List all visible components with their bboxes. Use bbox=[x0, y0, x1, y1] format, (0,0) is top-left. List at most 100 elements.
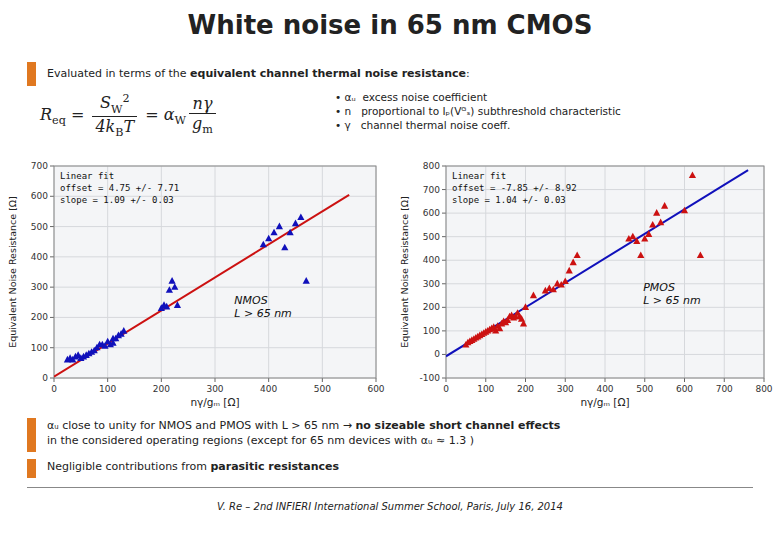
text: in the considered operating regions (exc… bbox=[47, 434, 474, 447]
tick-label: 100 bbox=[31, 343, 48, 353]
formula: Req = SW24kBT = αWnγgm bbox=[40, 92, 219, 139]
annotation: NMOSL > 65 nm bbox=[234, 294, 292, 320]
text: αᵤ close to unity for NMOS and PMOS with… bbox=[47, 419, 355, 432]
tick-mark bbox=[644, 378, 645, 382]
data-point bbox=[649, 221, 656, 228]
x-axis-label: nγ/gₘ [Ω] bbox=[580, 396, 629, 408]
grid-line bbox=[684, 166, 685, 378]
tick-label: 100 bbox=[423, 326, 440, 336]
grid-line bbox=[446, 260, 764, 261]
tick-mark bbox=[442, 189, 446, 190]
data-point bbox=[281, 244, 288, 251]
tick-mark bbox=[442, 236, 446, 237]
grid-line bbox=[54, 317, 376, 318]
grid-line bbox=[446, 283, 764, 284]
data-point bbox=[629, 233, 636, 240]
tick-label: 600 bbox=[423, 208, 440, 218]
grid-line bbox=[605, 166, 606, 378]
data-point bbox=[689, 171, 696, 178]
grid-line bbox=[724, 166, 725, 378]
data-point bbox=[574, 252, 581, 259]
tick-label: 700 bbox=[31, 161, 48, 171]
tick-mark bbox=[442, 354, 446, 355]
formula-text: 4k bbox=[95, 117, 115, 136]
data-point bbox=[303, 277, 310, 284]
tick-label: 200 bbox=[517, 384, 534, 394]
plot-background bbox=[54, 166, 376, 378]
fit-summary-line: offset = 4.75 +/- 7.71 bbox=[60, 183, 179, 193]
grid-line bbox=[215, 166, 216, 378]
tick-mark bbox=[684, 378, 685, 382]
plot-frame bbox=[54, 166, 376, 378]
superscript: 2 bbox=[122, 92, 129, 105]
axes: 0100200300400500600010020030040050060070… bbox=[31, 161, 385, 394]
data-point bbox=[270, 229, 277, 236]
text: Negligible contributions from bbox=[47, 460, 210, 473]
chart: 0100200300400500600010020030040050060070… bbox=[4, 160, 388, 412]
tick-label: 100 bbox=[99, 384, 116, 394]
accent-bar bbox=[27, 418, 36, 452]
tick-mark bbox=[161, 378, 162, 382]
tick-label: 200 bbox=[31, 312, 48, 322]
tick-label: 200 bbox=[423, 302, 440, 312]
data-point bbox=[297, 213, 304, 220]
tick-label: 700 bbox=[423, 185, 440, 195]
tick-label: 500 bbox=[636, 384, 653, 394]
tick-mark bbox=[50, 226, 54, 227]
data-point bbox=[570, 259, 577, 266]
tick-label: 300 bbox=[206, 384, 223, 394]
x-axis-label: nγ/gₘ [Ω] bbox=[190, 396, 239, 408]
tick-label: -100 bbox=[420, 373, 441, 383]
data-point bbox=[287, 229, 294, 236]
text-line: in the considered operating regions (exc… bbox=[47, 434, 474, 447]
tick-label: 800 bbox=[755, 384, 772, 394]
fit-summary: Linear fitoffset = 4.75 +/- 7.71slope = … bbox=[60, 171, 179, 205]
data-point bbox=[168, 277, 175, 284]
tick-label: 300 bbox=[423, 279, 440, 289]
grid-line bbox=[54, 226, 376, 227]
plot-background bbox=[446, 166, 764, 378]
tick-label: 600 bbox=[367, 384, 384, 394]
grid-line bbox=[322, 166, 323, 378]
data-point bbox=[292, 220, 299, 227]
formula-text: T bbox=[124, 117, 135, 136]
grid-line bbox=[54, 287, 376, 288]
data-point bbox=[697, 252, 704, 259]
fit-summary-line: Linear fit bbox=[60, 171, 114, 181]
data-point bbox=[530, 292, 537, 299]
tick-label: 200 bbox=[153, 384, 170, 394]
annotation-line: L > 65 nm bbox=[234, 307, 292, 320]
tick-mark bbox=[525, 378, 526, 382]
text-line: Negligible contributions from parasitic … bbox=[47, 460, 339, 473]
tick-mark bbox=[446, 378, 447, 382]
subscript: W bbox=[111, 103, 123, 116]
numerator: nγ bbox=[189, 94, 216, 114]
accent-bar bbox=[27, 459, 36, 478]
data-point bbox=[653, 209, 660, 216]
annotation-line: NMOS bbox=[234, 294, 267, 307]
separator bbox=[27, 487, 753, 488]
annotation: PMOSL > 65 nm bbox=[643, 281, 701, 307]
data-point bbox=[520, 320, 527, 327]
grid-line bbox=[54, 256, 376, 257]
denominator: gm bbox=[189, 114, 216, 136]
formula-text: = bbox=[66, 105, 90, 124]
grid-line bbox=[446, 354, 764, 355]
tick-mark bbox=[605, 378, 606, 382]
tick-mark bbox=[442, 213, 446, 214]
bold-text: no sizeable short channel effects bbox=[355, 419, 560, 432]
bold-text: parasitic resistances bbox=[210, 460, 339, 473]
denominator: 4kBT bbox=[92, 117, 137, 139]
numerator: SW2 bbox=[92, 92, 137, 117]
subscript: m bbox=[202, 123, 213, 136]
bullet: • n proportional to Iₚ(Vᴳₛ) subthreshold… bbox=[335, 105, 621, 117]
tick-mark bbox=[442, 283, 446, 284]
tick-mark bbox=[215, 378, 216, 382]
data-point bbox=[260, 241, 267, 248]
grid-line bbox=[268, 166, 269, 378]
tick-label: 800 bbox=[423, 161, 440, 171]
data-point bbox=[637, 252, 644, 259]
text-line: Evaluated in terms of the equivalent cha… bbox=[47, 67, 470, 80]
subscript: B bbox=[115, 126, 123, 139]
fit-summary-line: slope = 1.04 +/- 0.03 bbox=[452, 195, 566, 205]
